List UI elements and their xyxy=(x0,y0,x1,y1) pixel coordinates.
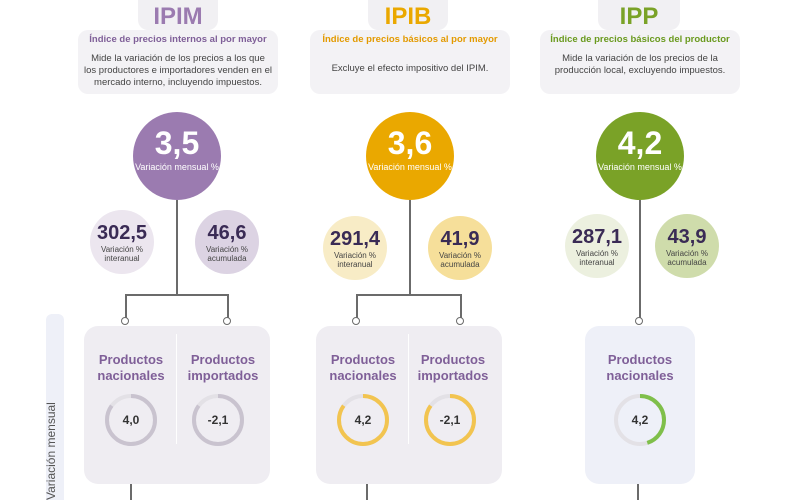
ipib-interanual-label: Variación % interanual xyxy=(333,251,377,269)
ipib-importados-value: -2,1 xyxy=(439,413,461,427)
ipim-acumulada-label: Variación % acumulada xyxy=(205,245,249,263)
ipp-interanual-value: 287,1 xyxy=(571,226,623,248)
ipp-description: Mide la variación de los precios de la p… xyxy=(554,53,726,76)
ipim-importados-value: -2,1 xyxy=(207,413,229,427)
ipp-acumulada-circle: 43,9 Variación % acumulada xyxy=(655,214,719,278)
ipim-main-value: 3,5 xyxy=(154,125,200,161)
ipib-nacionales-title: Productos nacionales xyxy=(329,352,397,383)
ring-progress xyxy=(424,394,476,446)
ipim-title: IPIM xyxy=(138,0,218,30)
ipim-subtitle: Índice de precios internos al por mayor xyxy=(89,34,267,45)
ipim-importados-title: Productos importados xyxy=(187,352,259,383)
ipp-acumulada-label: Variación % acumulada xyxy=(665,249,709,267)
ipib-main-label: Variación mensual % xyxy=(368,162,452,172)
ipp-nacionales-value: 4,2 xyxy=(631,413,649,427)
side-band xyxy=(46,314,64,500)
ring-progress xyxy=(105,394,157,446)
ipim-interanual-value: 302,5 xyxy=(96,222,148,244)
ipim-interanual-label: Variación % interanual xyxy=(100,245,144,263)
ipib-interanual-value: 291,4 xyxy=(329,228,381,250)
ipim-description-box: Índice de precios internos al por mayor … xyxy=(78,30,278,94)
ipp-subtitle: Índice de precios básicos del productor xyxy=(550,34,730,45)
ipim-main-label: Variación mensual % xyxy=(135,162,219,172)
ipim-nacionales-title: Productos nacionales xyxy=(97,352,165,383)
ipim-interanual-circle: 302,5 Variación % interanual xyxy=(90,210,154,274)
ipim-nacionales-ring xyxy=(105,394,157,446)
ipib-description-box: Índice de precios básicos al por mayor E… xyxy=(310,30,510,94)
ipib-importados-ring xyxy=(424,394,476,446)
ipib-main-circle: 3,6 Variación mensual % xyxy=(366,112,454,200)
ipib-nacionales-ring xyxy=(337,394,389,446)
ipib-acumulada-label: Variación % acumulada xyxy=(438,251,482,269)
ipp-description-box: Índice de precios básicos del productor … xyxy=(540,30,740,94)
ipp-main-value: 4,2 xyxy=(617,125,663,161)
ipib-acumulada-value: 41,9 xyxy=(440,228,480,250)
ipp-nacionales-title: Productos nacionales xyxy=(606,352,674,383)
ipib-interanual-circle: 291,4 Variación % interanual xyxy=(323,216,387,280)
ipp-interanual-circle: 287,1 Variación % interanual xyxy=(565,214,629,278)
ring-progress xyxy=(614,394,666,446)
side-label-variacion-mensual: Variación mensual xyxy=(44,402,58,500)
ipib-description: Excluye el efecto impositivo del IPIM. xyxy=(331,63,489,74)
ipim-main-circle: 3,5 Variación mensual % xyxy=(133,112,221,200)
ipp-main-label: Variación mensual % xyxy=(598,162,682,172)
ipib-importados-title: Productos importados xyxy=(417,352,489,383)
ipim-acumulada-circle: 46,6 Variación % acumulada xyxy=(195,210,259,274)
ipp-interanual-label: Variación % interanual xyxy=(575,249,619,267)
ipim-acumulada-value: 46,6 xyxy=(207,222,247,244)
ipp-nacionales-ring xyxy=(614,394,666,446)
ipib-nacionales-value: 4,2 xyxy=(354,413,372,427)
ipib-subtitle: Índice de precios básicos al por mayor xyxy=(322,34,498,45)
ipim-importados-ring xyxy=(192,394,244,446)
ring-progress xyxy=(192,394,244,446)
ipim-description: Mide la variación de los precios a los q… xyxy=(84,53,273,88)
ipp-acumulada-value: 43,9 xyxy=(667,226,707,248)
ipp-title: IPP xyxy=(598,0,680,30)
ipib-main-value: 3,6 xyxy=(387,125,433,161)
ipib-title: IPIB xyxy=(368,0,448,30)
ipim-nacionales-value: 4,0 xyxy=(122,413,140,427)
ring-progress xyxy=(337,394,389,446)
ipp-main-circle: 4,2 Variación mensual % xyxy=(596,112,684,200)
ipib-acumulada-circle: 41,9 Variación % acumulada xyxy=(428,216,492,280)
ipp-products-panel xyxy=(585,326,695,484)
